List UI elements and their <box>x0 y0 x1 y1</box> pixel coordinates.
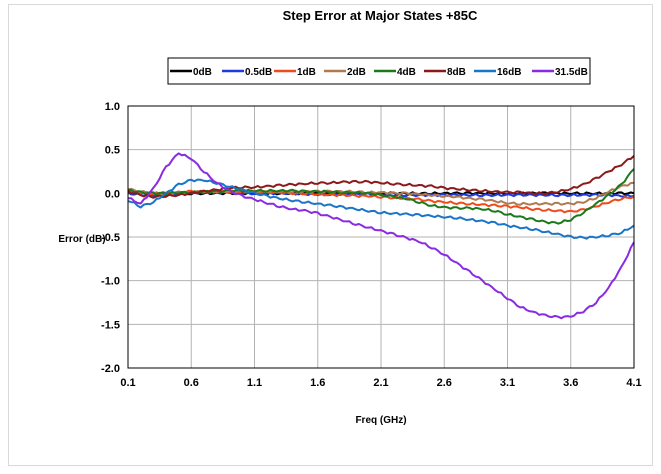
y-tick-label: -1.5 <box>101 319 120 331</box>
legend-label-4dB: 4dB <box>397 67 416 78</box>
legend-label-0-5dB: 0.5dB <box>245 67 272 78</box>
y-tick-label: 0.0 <box>105 188 120 200</box>
y-tick-label: -2.0 <box>101 363 120 375</box>
y-tick-label: -0.5 <box>101 232 120 244</box>
y-tick-label: 0.5 <box>105 145 120 157</box>
y-tick-label: -1.0 <box>101 276 120 288</box>
chart-title: Step Error at Major States +85C <box>283 8 478 23</box>
legend-label-1dB: 1dB <box>297 67 316 78</box>
x-tick-label: 1.6 <box>310 377 325 389</box>
y-tick-labels: 1.0 0.5 0.0 -0.5 -1.0 -1.5 -2.0 <box>101 101 120 375</box>
x-tick-label: 0.1 <box>120 377 135 389</box>
series-line-31-5dB <box>127 152 635 320</box>
legend-label-2dB: 2dB <box>347 67 366 78</box>
legend-label-31-5dB: 31.5dB <box>555 67 588 78</box>
series-line-16dB <box>127 178 635 240</box>
x-tick-label: 2.1 <box>373 377 388 389</box>
x-tick-label: 0.6 <box>184 377 199 389</box>
x-tick-label: 4.1 <box>626 377 641 389</box>
x-tick-label: 2.6 <box>437 377 452 389</box>
series-line-8dB <box>127 155 635 199</box>
x-tick-label: 3.1 <box>500 377 515 389</box>
legend-label-16dB: 16dB <box>497 67 521 78</box>
x-tick-label: 3.6 <box>563 377 578 389</box>
legend-label-0dB: 0dB <box>193 67 212 78</box>
x-axis-label: Freq (GHz) <box>355 415 406 426</box>
x-tick-labels: 0.1 0.6 1.1 1.6 2.1 2.6 3.1 3.6 4.1 <box>120 377 641 389</box>
y-axis-label: Error (dB) <box>58 234 105 245</box>
legend-label-8dB: 8dB <box>447 67 466 78</box>
y-tick-label: 1.0 <box>105 101 120 113</box>
x-tick-label: 1.1 <box>247 377 262 389</box>
series-line-4dB <box>127 168 635 225</box>
series-layer <box>127 152 635 320</box>
legend: 0dB 0.5dB 1dB 2dB 4dB 8dB 16dB 31.5dB <box>167 57 591 85</box>
plot-border <box>127 105 635 369</box>
